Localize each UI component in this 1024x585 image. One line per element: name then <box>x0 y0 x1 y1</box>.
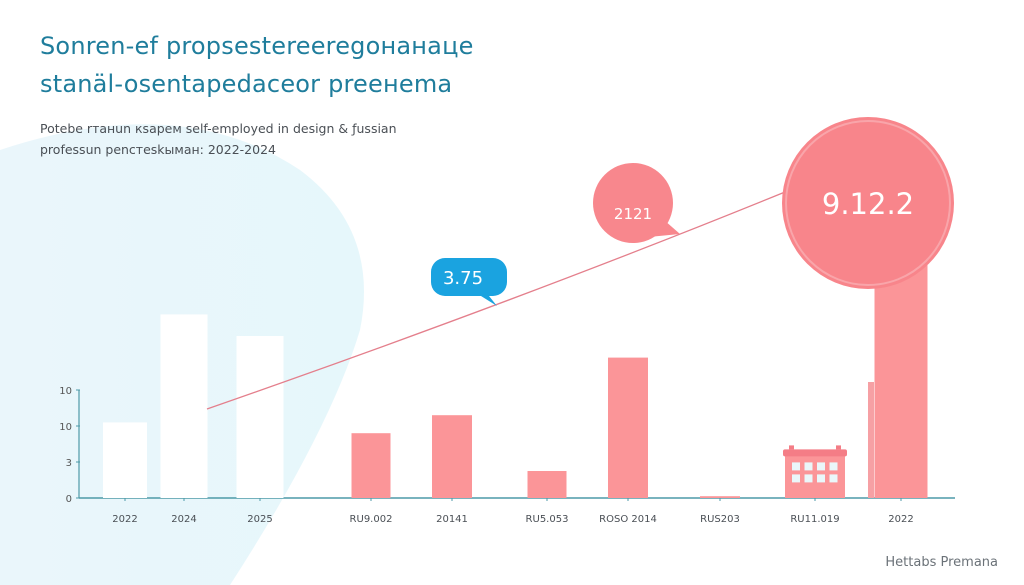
chart-title-line1: Sonren-ef propsestereeregoнанаце <box>40 32 474 60</box>
y-tick-label: 10 <box>59 386 72 397</box>
chart-subtitle-line2: professun pencтeskымaн: 2022-2024 <box>40 142 276 157</box>
x-tick-label: 2025 <box>247 514 272 525</box>
building-window <box>817 462 825 471</box>
bar <box>608 357 648 498</box>
building-window <box>804 462 813 471</box>
bar-accent <box>868 382 874 498</box>
building-window <box>829 462 838 471</box>
chart-title-line2: stanäl-osentapedaceor preeнema <box>40 70 453 98</box>
callout-label-pink: 2121 <box>614 205 652 223</box>
y-tick-label: 10 <box>59 422 72 433</box>
callout-bubble-pink <box>593 163 673 243</box>
x-tick-label: RU9.002 <box>350 514 393 525</box>
bar <box>236 336 284 498</box>
x-tick-label: RU5.053 <box>526 514 569 525</box>
building-window <box>817 474 825 483</box>
x-tick-label: 2024 <box>171 514 196 525</box>
bar <box>103 422 147 498</box>
footer-brand: Hettabs Premana <box>885 555 998 570</box>
callout-circle-large <box>782 117 954 289</box>
bar <box>160 314 208 498</box>
building-roof <box>783 449 847 457</box>
bar <box>700 496 740 498</box>
x-tick-label: 2022 <box>888 514 913 525</box>
building-roof-tab <box>789 445 794 450</box>
building-window <box>792 474 800 483</box>
bar <box>432 415 472 498</box>
y-tick-label: 3 <box>66 458 72 469</box>
bar <box>874 249 928 498</box>
y-tick-label: 0 <box>66 494 72 505</box>
x-tick-label: 20141 <box>436 514 468 525</box>
building-window <box>804 474 813 483</box>
x-tick-label: RU11.019 <box>790 514 839 525</box>
chart-subtitle-line1: Potebe rтaнun кsapeм self-employed in de… <box>40 121 397 136</box>
callout-label-blue: 3.75 <box>443 268 483 289</box>
x-tick-label: 2022 <box>112 514 137 525</box>
x-tick-label: RUS203 <box>700 514 740 525</box>
callout-circle-ring <box>785 120 951 286</box>
callout-label-large: 9.12.2 <box>822 187 914 221</box>
building-window <box>829 474 838 483</box>
callout-bubble-blue <box>431 258 507 306</box>
bar <box>351 433 391 498</box>
x-tick-label: ROSO 2014 <box>599 514 657 525</box>
trend-line <box>206 191 786 410</box>
building-roof-tab <box>836 445 841 450</box>
bar <box>527 471 567 498</box>
building-window <box>792 462 800 471</box>
